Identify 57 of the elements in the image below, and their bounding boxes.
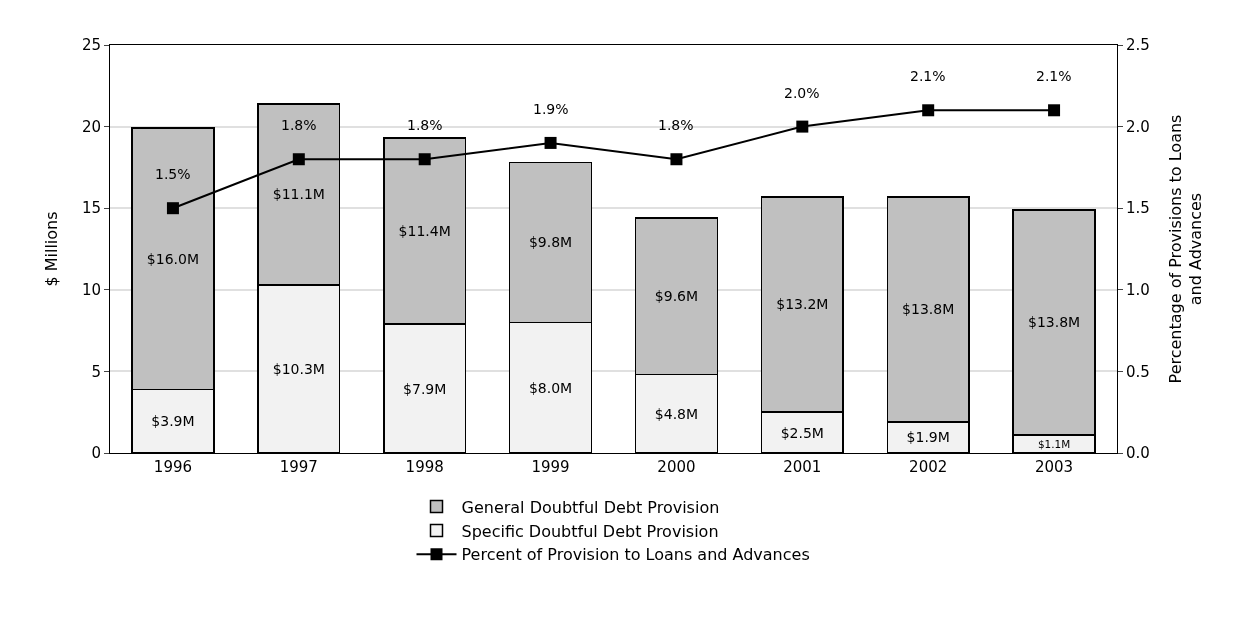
y2-tick-label: 0.5 xyxy=(1126,362,1150,381)
y2-axis-title: Percentage of Provisions to Loans and Advances xyxy=(1165,114,1206,384)
data-label: 2.1% xyxy=(910,68,946,84)
y2-tick-label: 2.0 xyxy=(1126,117,1150,136)
legend-label: Percent of Provision to Loans and Advances xyxy=(461,545,810,565)
data-label: $9.6M xyxy=(654,288,699,305)
x-tick-label: 1996 xyxy=(153,458,193,476)
y2-tick-label: 0.0 xyxy=(1126,444,1150,463)
data-label: $16.0M xyxy=(146,250,200,267)
y-tick-label: 15 xyxy=(81,199,101,218)
x-tick-label: 2000 xyxy=(657,458,696,476)
data-label: 2.1% xyxy=(1036,68,1072,84)
data-label: $9.8M xyxy=(528,234,573,251)
data-label: $11.4M xyxy=(398,223,451,240)
data-label: $1.9M xyxy=(906,429,950,446)
data-label: $13.8M xyxy=(902,301,955,318)
data-label: 1.8% xyxy=(407,117,443,133)
y-tick-label: 25 xyxy=(81,36,101,55)
y-tick-label: 10 xyxy=(81,281,101,300)
y-tick-label: 5 xyxy=(91,362,101,381)
x-tick-label: 2001 xyxy=(783,458,822,476)
data-label: 1.8% xyxy=(658,117,694,133)
data-label: 1.8% xyxy=(281,117,317,133)
y2-tick-label: 1.0 xyxy=(1126,281,1150,300)
y-axis-title: $ Millions xyxy=(41,211,61,287)
point xyxy=(922,104,935,117)
x-tick-label: 2002 xyxy=(909,458,948,476)
point xyxy=(796,120,809,133)
point xyxy=(166,202,179,215)
data-label: $13.2M xyxy=(776,296,829,313)
data-label: $1.1M xyxy=(1037,437,1071,450)
y-tick-label: 0 xyxy=(91,444,101,463)
point xyxy=(670,153,683,166)
y2-tick-label: 1.5 xyxy=(1126,199,1150,218)
y-tick-label: 20 xyxy=(81,117,101,136)
point xyxy=(418,153,431,166)
point xyxy=(544,136,557,149)
data-label: $2.5M xyxy=(780,424,824,441)
x-tick-label: 1997 xyxy=(279,458,318,476)
legend-label: General Doubtful Debt Provision xyxy=(461,497,720,517)
x-tick-label: 1999 xyxy=(531,458,570,476)
legend-label: Specific Doubtful Debt Provision xyxy=(461,521,719,541)
data-label: 1.5% xyxy=(155,166,191,182)
data-label: $3.9M xyxy=(151,413,195,430)
point xyxy=(1048,104,1061,117)
data-label: $8.0M xyxy=(528,379,573,396)
x-tick-label: 1998 xyxy=(405,458,444,476)
x-tick-label: 2003 xyxy=(1034,458,1074,476)
data-label: $10.3M xyxy=(272,360,325,377)
data-label: $7.9M xyxy=(403,380,447,397)
data-label: 2.0% xyxy=(784,85,820,101)
data-label: $4.8M xyxy=(654,405,699,422)
data-label: $11.1M xyxy=(272,186,325,203)
y2-tick-label: 2.5 xyxy=(1126,36,1150,55)
data-label: $13.8M xyxy=(1027,314,1081,331)
point xyxy=(292,153,305,166)
data-label: 1.9% xyxy=(533,101,569,117)
